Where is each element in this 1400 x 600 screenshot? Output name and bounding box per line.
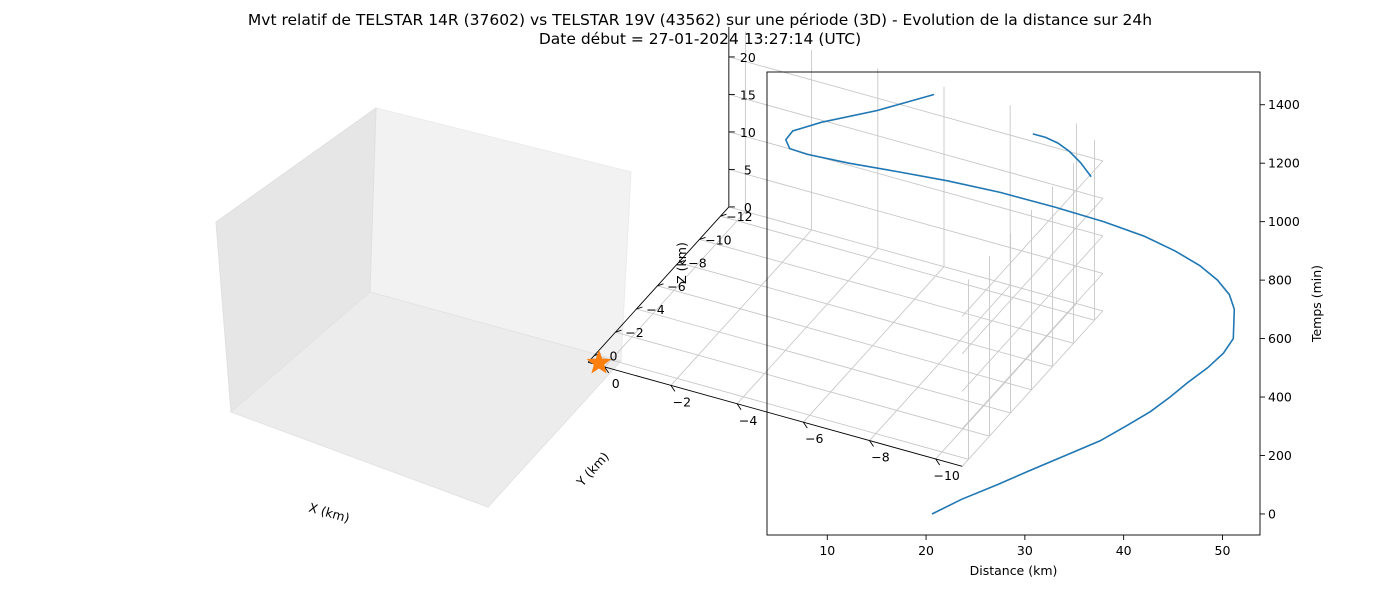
x-axis-label-3d: X (km) xyxy=(307,500,351,526)
x-tick-mark-3d xyxy=(670,385,676,392)
plot-frame xyxy=(766,71,1261,536)
distance-curve-line xyxy=(784,93,1236,515)
x-tick-label-3d: −10 xyxy=(934,468,960,483)
y-tick-mark-3d xyxy=(699,236,706,240)
z-tick-label-3d: 0 xyxy=(744,200,752,215)
x-tick-label-2d: 40 xyxy=(1116,543,1132,558)
y-tick-label-3d: 0 xyxy=(609,348,617,363)
x-tick-label-2d: 50 xyxy=(1215,543,1231,558)
y-axis-label-time: Temps (min) xyxy=(1309,265,1324,343)
x-tick-label-2d: 20 xyxy=(918,543,934,558)
y-tick-label-2d: 0 xyxy=(1268,506,1276,521)
y-tick-mark-3d xyxy=(657,283,664,287)
x-tick-mark-3d xyxy=(604,366,610,374)
x-tick-mark-3d xyxy=(736,403,742,411)
y-tick-label-3d: −8 xyxy=(688,256,706,271)
chart-title: Mvt relatif de TELSTAR 14R (37602) vs TE… xyxy=(248,11,1152,29)
z-axis-label-3d: Z (km) xyxy=(674,242,689,284)
y-tick-label-2d: 1200 xyxy=(1268,156,1300,171)
z-tick-label-3d: 5 xyxy=(744,162,752,177)
y-tick-label-3d: −10 xyxy=(705,232,731,247)
x-tick-label-3d: 0 xyxy=(612,376,620,391)
y-axis-label-3d: Y (km) xyxy=(573,449,612,490)
y-tick-mark-3d xyxy=(615,329,622,333)
y-tick-label-3d: −4 xyxy=(646,302,664,317)
x-tick-label-3d: −6 xyxy=(805,431,823,446)
x-tick-label-2d: 10 xyxy=(819,543,835,558)
x-tick-mark-3d xyxy=(802,421,808,429)
grid-3d xyxy=(594,31,1104,467)
x-tick-label-2d: 30 xyxy=(1017,543,1033,558)
trajectory-3d-line xyxy=(1032,133,1092,178)
x-tick-mark-3d xyxy=(869,440,874,447)
x-tick-label-3d: −2 xyxy=(673,394,691,409)
y-tick-label-2d: 400 xyxy=(1268,390,1292,405)
x-tick-label-3d: −8 xyxy=(871,450,889,465)
y-tick-label-2d: 800 xyxy=(1268,273,1292,288)
y-tick-label-2d: 600 xyxy=(1268,331,1292,346)
y-tick-label-3d: −6 xyxy=(667,279,685,294)
z-tick-label-3d: 10 xyxy=(740,125,756,140)
x-tick-mark-3d xyxy=(935,458,941,466)
y-tick-label-2d: 200 xyxy=(1268,448,1292,463)
y-tick-mark-3d xyxy=(678,260,685,264)
ticks-2d: 10 20 30 40 50 0 200 400 600 800 1000 1200 1400 xyxy=(819,97,1300,558)
y-tick-label-3d: −12 xyxy=(726,209,752,224)
y-tick-label-2d: 1400 xyxy=(1268,97,1300,112)
reference-star-marker xyxy=(586,350,612,374)
y-tick-mark-3d xyxy=(720,213,727,217)
y-tick-label-3d: −2 xyxy=(625,325,643,340)
z-tick-label-3d: 20 xyxy=(740,50,756,65)
x-tick-label-3d: −4 xyxy=(739,413,757,428)
x-axis-label-distance: Distance (km) xyxy=(970,563,1058,578)
plot-distance-vs-time: 10 20 30 40 50 0 200 400 600 800 1000 1200 1400 Dist… xyxy=(766,71,1324,578)
y-tick-mark-3d xyxy=(636,306,643,310)
y-tick-label-2d: 1000 xyxy=(1268,214,1300,229)
z-tick-label-3d: 15 xyxy=(740,87,756,102)
chart-subtitle: Date début = 27-01-2024 13:27:14 (UTC) xyxy=(539,30,861,48)
pane-floor xyxy=(230,291,622,508)
